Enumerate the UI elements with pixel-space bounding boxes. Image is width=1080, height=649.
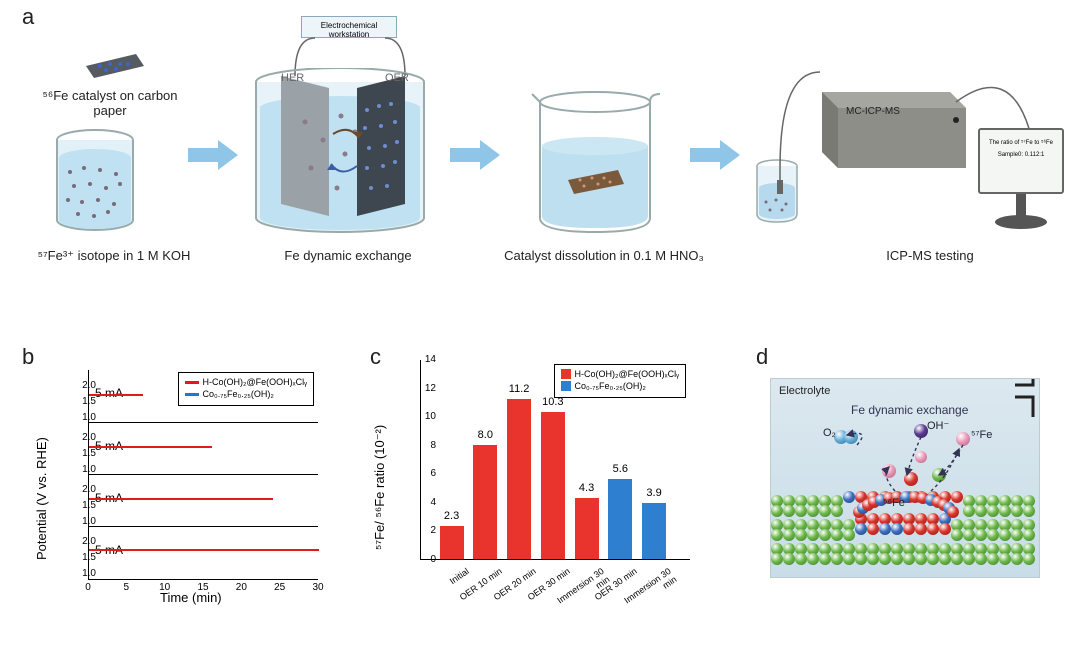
ytick: 0 <box>412 554 436 565</box>
bar <box>608 479 632 559</box>
ytick: 1.0 <box>66 516 96 527</box>
bar <box>541 412 565 559</box>
ytick: 4 <box>412 497 436 508</box>
arrow-icon <box>450 138 500 172</box>
trace-line <box>89 498 273 500</box>
her-label: HER <box>281 72 304 84</box>
xtick: 15 <box>193 582 213 593</box>
xtick: 5 <box>116 582 136 593</box>
ytick: 8 <box>412 440 436 451</box>
ytick: 1.5 <box>66 448 96 459</box>
panel-c-barchart: ⁵⁷Fe/ ⁵⁶Fe ratio (10⁻²) H-Co(OH)₂@Fe(OOH… <box>370 350 710 620</box>
plot-area: H-Co(OH)₂@Fe(OOH)ₓClᵧ Co₀.₇₅Fe₀.₂₅(OH)₂ 2… <box>420 360 690 560</box>
arrow-icon <box>188 138 238 172</box>
bar <box>642 503 666 559</box>
bar-value-label: 8.0 <box>470 429 500 441</box>
ytick: 1.5 <box>66 552 96 563</box>
icpms-device-icon <box>810 68 970 178</box>
monitor-stand-icon <box>978 194 1064 234</box>
carbon-paper-icon <box>80 42 150 82</box>
bar-value-label: 3.9 <box>639 487 669 499</box>
legend-label: H-Co(OH)₂@Fe(OOH)ₓClᵧ <box>575 369 679 379</box>
trace-line <box>89 549 319 551</box>
exchange-caption: Fe dynamic exchange <box>273 248 423 263</box>
bar <box>473 445 497 559</box>
ytick: 2 <box>412 525 436 536</box>
xtick: 30 <box>308 582 328 593</box>
dissolution-caption: Catalyst dissolution in 0.1 M HNO₃ <box>494 248 714 263</box>
bar-value-label: 5.6 <box>605 463 635 475</box>
panel-a-schematic: ⁵⁶Fe catalyst on carbon paper ⁵⁷Fe³⁺ iso… <box>30 8 1050 308</box>
exchange-arrows-icon <box>771 379 1040 578</box>
screen-line2: Sample0: 0.112:1 <box>984 152 1058 158</box>
ytick: 1.0 <box>66 568 96 579</box>
dissolution-beaker-icon <box>520 88 670 238</box>
koh-beaker-icon <box>50 128 140 238</box>
current-label: 5 mA <box>95 386 123 400</box>
axis-ylabel: ⁵⁷Fe/ ⁵⁶Fe ratio (10⁻²) <box>372 425 388 550</box>
ytick: 2.0 <box>66 536 96 547</box>
trace-line <box>89 394 143 396</box>
legend: H-Co(OH)₂@Fe(OOH)ₓClᵧ Co₀.₇₅Fe₀.₂₅(OH)₂ <box>554 364 686 398</box>
ytick: 1.0 <box>66 412 96 423</box>
xtick: 20 <box>231 582 251 593</box>
ytick: 6 <box>412 468 436 479</box>
echem-cell-icon <box>245 68 435 243</box>
legend-swatch <box>561 381 571 391</box>
monitor-screen: The ratio of ⁵⁷Fe to ⁵⁶Fe Sample0: 0.112… <box>978 128 1064 194</box>
bar-value-label: 2.3 <box>437 510 467 522</box>
bar <box>507 399 531 559</box>
subplot-row: 5 mA <box>89 422 318 474</box>
plot-area: H-Co(OH)₂@Fe(OOH)ₓClᵧCo₀.₇₅Fe₀.₂₅(OH)₂ 5… <box>88 370 318 580</box>
subplot-row: 5 mA <box>89 526 318 578</box>
category-label: OER 20 min <box>475 566 538 614</box>
legend-label: Co₀.₇₅Fe₀.₂₅(OH)₂ <box>575 381 646 391</box>
koh-caption: ⁵⁷Fe³⁺ isotope in 1 M KOH <box>24 248 204 264</box>
bar-value-label: 4.3 <box>572 482 602 494</box>
device-label: MC-ICP-MS <box>846 106 900 117</box>
bar <box>440 526 464 559</box>
legend-item: Co₀.₇₅Fe₀.₂₅(OH)₂ <box>561 381 679 391</box>
ytick: 1.5 <box>66 500 96 511</box>
bar-value-label: 11.2 <box>504 383 534 395</box>
arrow-icon <box>690 138 740 172</box>
carbon-paper-caption: ⁵⁶Fe catalyst on carbon paper <box>30 88 190 118</box>
legend-swatch <box>561 369 571 379</box>
ytick: 2.0 <box>66 380 96 391</box>
workstation-box: Electrochemical workstation <box>301 16 397 38</box>
panel-d-mechanism: Electrolyte Fe dynamic exchange O₂OH⁻⁵⁷F… <box>760 350 1050 600</box>
subplot-row: 5 mA <box>89 474 318 526</box>
oer-label: OER <box>385 72 409 84</box>
axis-ylabel: Potential (V vs. RHE) <box>34 437 49 560</box>
ytick: 1.0 <box>66 464 96 475</box>
subplot-row: 5 mA <box>89 370 318 422</box>
category-label: OER 10 min <box>441 566 504 614</box>
ytick: 12 <box>412 383 436 394</box>
ytick: 14 <box>412 354 436 365</box>
icpms-caption: ICP-MS testing <box>860 248 1000 263</box>
ytick: 2.0 <box>66 432 96 443</box>
xtick: 25 <box>270 582 290 593</box>
ytick: 2.0 <box>66 484 96 495</box>
xtick: 10 <box>155 582 175 593</box>
panel-b-chronopotentiometry: Potential (V vs. RHE) Time (min) H-Co(OH… <box>30 350 330 610</box>
category-label: Initial <box>407 566 470 614</box>
screen-line1: The ratio of ⁵⁷Fe to ⁵⁶Fe <box>984 140 1058 146</box>
bar <box>575 498 599 559</box>
xtick: 0 <box>78 582 98 593</box>
ytick: 1.5 <box>66 396 96 407</box>
legend-item: H-Co(OH)₂@Fe(OOH)ₓClᵧ <box>561 369 679 379</box>
trace-line <box>89 446 212 448</box>
scene-box: Electrolyte Fe dynamic exchange O₂OH⁻⁵⁷F… <box>770 378 1040 578</box>
ytick: 10 <box>412 411 436 422</box>
bar-value-label: 10.3 <box>538 396 568 408</box>
